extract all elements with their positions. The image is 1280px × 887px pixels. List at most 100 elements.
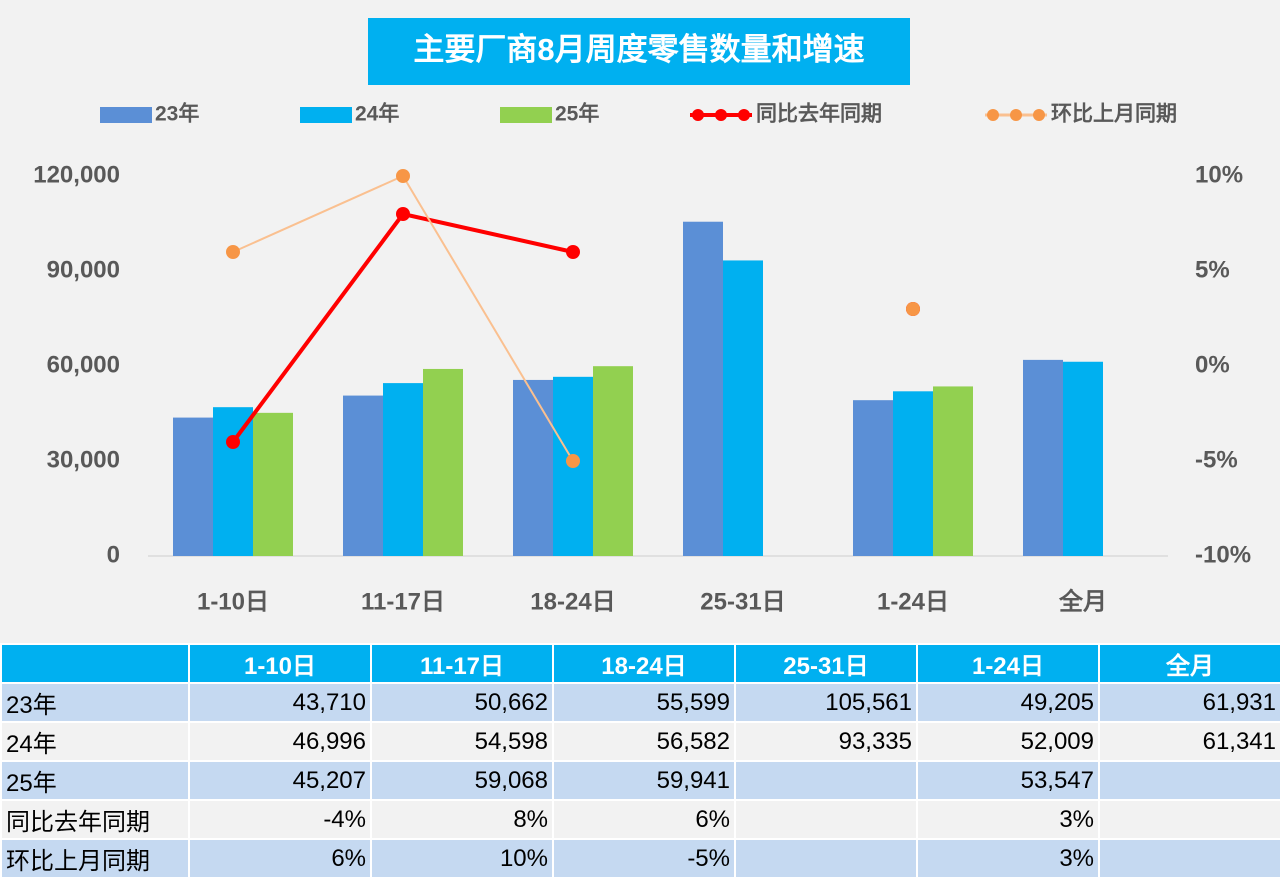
x-tick-label: 18-24日 [530,588,615,615]
table-row: 同比去年同期 -4% 8% 6% 3% [0,799,1280,840]
table-cell [1098,838,1280,879]
legend-marker [1010,109,1022,121]
header-cell [0,643,190,684]
legend-label: 环比上月同期 [1051,103,1177,126]
x-tick-label: 25-31日 [700,588,785,615]
point [226,435,240,449]
y-tick-label: 90,000 [47,256,120,283]
table-cell: 43,710 [188,682,372,723]
table-cell: 6% [552,799,736,840]
table-cell: 3% [916,838,1100,879]
table-cell: 55,599 [552,682,736,723]
table-row: 23年 43,710 50,662 55,599 105,561 49,205 61,931 [0,682,1280,723]
header-cell: 18-24日 [552,643,736,684]
legend-marker [1033,109,1045,121]
legend-swatch [500,107,552,123]
bar [683,221,723,556]
table-cell: 54,598 [370,721,554,762]
bar [423,368,463,556]
header-row: 1-10日 11-17日 18-24日 25-31日 1-24日 全月 [0,643,1280,684]
table-row: 环比上月同期 6% 10% -5% 3% [0,838,1280,879]
table-cell: 56,582 [552,721,736,762]
legend-label: 23年 [155,102,199,126]
legend-marker [738,109,750,121]
point [226,245,240,259]
header-cell: 11-17日 [370,643,554,684]
point [566,245,580,259]
row-label: 24年 [0,721,190,762]
table-cell: 3% [916,799,1100,840]
x-tick-label: 1-10日 [197,588,269,615]
table-cell: 45,207 [188,760,372,801]
bar [213,407,253,556]
legend-marker [692,109,704,121]
table-cell: 52,009 [916,721,1100,762]
bar [383,383,423,556]
table-cell: -4% [188,799,372,840]
header-cell: 全月 [1098,643,1280,684]
table-cell [1098,760,1280,801]
y-tick-label: 0 [107,541,120,568]
table-row: 24年 46,996 54,598 56,582 93,335 52,009 61,341 [0,721,1280,762]
chart-title: 主要厂商8月周度零售数量和增速 [413,32,864,67]
bar [723,260,763,556]
table-cell: 10% [370,838,554,879]
bar [1063,361,1103,556]
row-label: 25年 [0,760,190,801]
bar [853,400,893,556]
x-tick-label: 11-17日 [361,588,445,615]
legend-swatch [100,107,152,123]
point [396,169,410,183]
legend-label: 25年 [555,102,599,126]
table-cell [734,760,918,801]
table-cell: 93,335 [734,721,918,762]
table-cell: 46,996 [188,721,372,762]
y2-tick-label: -10% [1195,541,1251,568]
table-cell: 59,068 [370,760,554,801]
table-cell [1098,799,1280,840]
y-tick-label: 30,000 [47,446,120,473]
bar [513,379,553,556]
title-box [368,18,910,85]
x-tick-label: 全月 [1058,587,1107,615]
point [906,302,920,316]
data-table: 1-10日 11-17日 18-24日 25-31日 1-24日 全月 23年 43,710 5… [0,643,1280,879]
y-tick-label: 60,000 [47,351,120,378]
table-cell: 53,547 [916,760,1100,801]
bar [593,366,633,556]
table-cell: 61,341 [1098,721,1280,762]
table-cell: 105,561 [734,682,918,723]
y2-tick-label: -5% [1195,446,1238,473]
y2-tick-label: 0% [1195,351,1230,378]
row-label: 23年 [0,682,190,723]
legend-label: 同比去年同期 [756,102,882,126]
y2-tick-label: 10% [1195,161,1243,188]
bar [253,412,293,556]
table-cell [734,838,918,879]
bar [933,386,973,556]
chart: 主要厂商8月周度零售数量和增速 0 30,000 60,000 90,000 120,0… [0,0,1280,643]
table-cell: 49,205 [916,682,1100,723]
bar [893,391,933,556]
table-cell: 59,941 [552,760,736,801]
table-row: 25年 45,207 59,068 59,941 53,547 [0,760,1280,801]
legend-marker [987,109,999,121]
table-cell: -5% [552,838,736,879]
point [396,207,410,221]
y-tick-label: 120,000 [33,161,120,188]
header-cell: 1-24日 [916,643,1100,684]
point [566,454,580,468]
table-cell: 6% [188,838,372,879]
bar [173,417,213,556]
legend-label: 24年 [355,102,399,126]
table-cell [734,799,918,840]
row-label: 环比上月同期 [0,838,190,879]
bar [1023,359,1063,556]
table-cell: 50,662 [370,682,554,723]
legend-marker [715,109,727,121]
header-cell: 25-31日 [734,643,918,684]
y2-tick-label: 5% [1195,256,1230,283]
bar [343,395,383,556]
row-label: 同比去年同期 [0,799,190,840]
